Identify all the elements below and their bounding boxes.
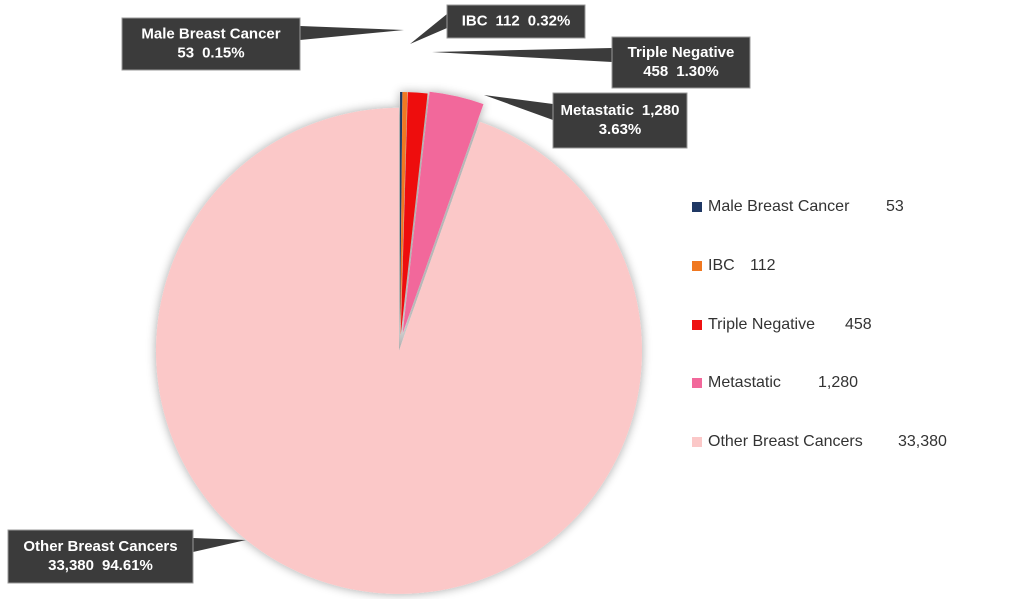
callout-categories: Triple Negative (628, 44, 735, 61)
callout-categories: Other Breast Cancers (23, 538, 177, 555)
pie (155, 91, 642, 594)
callout-label: Male Breast Cancer (141, 25, 280, 42)
callout-value_labels: 33,380 (48, 557, 94, 574)
callout-percent_labels: 0.15% (202, 44, 245, 61)
callout-label: Other Breast Cancers (23, 538, 177, 555)
legend-label: Triple Negative (708, 316, 815, 333)
legend-value: 53 (886, 198, 904, 215)
callout-pointer (193, 538, 246, 552)
callout-pointer (484, 95, 553, 120)
legend-label: IBC (708, 257, 735, 274)
pie-slice (400, 92, 408, 336)
callout-percent_labels: 3.63% (599, 121, 642, 138)
callout-label: 33,380 94.61% (48, 557, 153, 574)
pie-slice (155, 107, 642, 594)
callout-box (7, 529, 194, 584)
callout-box (611, 36, 751, 89)
callouts: Male Breast Cancer 53 0.15% IBC 112 0.32% Trip… (7, 4, 751, 584)
callout-box (552, 92, 688, 149)
pie-slice (400, 92, 428, 336)
callout-value_labels: 1,280 (642, 102, 680, 119)
callout-box (446, 4, 586, 39)
callout-pointer (410, 14, 447, 44)
legend-marker (692, 437, 702, 447)
callout-categories: Metastatic (561, 102, 634, 119)
pie-slice (402, 91, 484, 334)
callout-value_labels: 112 (496, 12, 520, 29)
callout-label: 458 1.30% (643, 63, 719, 80)
legend-marker (692, 378, 702, 388)
callout-pointer (300, 26, 404, 40)
pie-slice (400, 92, 403, 336)
legend-marker (692, 261, 702, 271)
callout-label: Triple Negative (628, 44, 735, 61)
legend-value: 112 (750, 257, 776, 274)
callout-categories: Male Breast Cancer (141, 25, 280, 42)
legend: Male Breast Cancer 53 IBC 112 Triple Negativ… (692, 198, 947, 450)
legend-label: Male Breast Cancer (708, 198, 850, 215)
callout-pointer (432, 48, 612, 62)
legend-marker (692, 202, 702, 212)
callout-value_labels: 458 (643, 63, 668, 80)
legend-value: 458 (845, 316, 872, 333)
legend-label: Other Breast Cancers (708, 433, 863, 450)
legend-value: 33,380 (898, 433, 947, 450)
callout-categories: IBC (462, 12, 488, 29)
legend-label: Metastatic (708, 374, 781, 391)
callout-percent_labels: 94.61% (102, 557, 153, 574)
legend-value: 1,280 (818, 374, 858, 391)
callout-percent_labels: 0.32% (528, 12, 571, 29)
legend-marker (692, 320, 702, 330)
callout-label: 3.63% (599, 121, 642, 138)
callout-label: 53 0.15% (177, 44, 244, 61)
callout-box (121, 17, 301, 71)
callout-value_labels: 53 (177, 44, 194, 61)
callout-label: Metastatic 1,280 (561, 102, 680, 119)
callout-label: IBC 112 0.32% (462, 12, 571, 29)
callout-percent_labels: 1.30% (676, 63, 719, 80)
